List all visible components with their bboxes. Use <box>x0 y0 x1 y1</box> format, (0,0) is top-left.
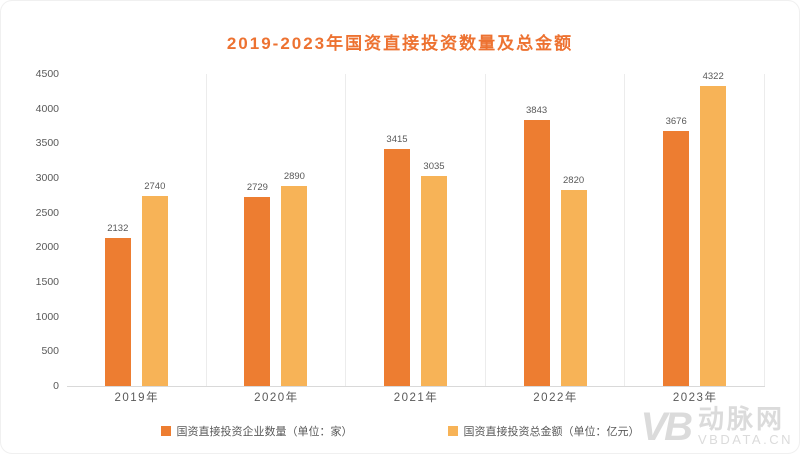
legend: 国资直接投资企业数量（单位：家） 国资直接投资总金额（单位：亿元） <box>1 423 799 439</box>
y-tick-label: 500 <box>41 345 59 358</box>
bar-series2 <box>560 190 587 386</box>
bar-group: 2729 2890 <box>207 74 347 386</box>
y-tick-label: 0 <box>53 380 59 392</box>
bar-series1 <box>104 238 131 386</box>
bar-slot: 3843 <box>523 74 550 386</box>
bar-value-label: 2890 <box>283 170 305 182</box>
bar-value-label: 2729 <box>246 181 268 193</box>
bar-series2 <box>281 185 308 386</box>
y-tick-label: 4500 <box>35 68 59 80</box>
legend-label: 国资直接投资总金额（单位：亿元） <box>463 426 640 438</box>
x-tick-label: 2022年 <box>533 392 578 404</box>
bar-series1 <box>244 196 271 386</box>
bar-value-label: 3415 <box>386 134 408 146</box>
bar-group: 3415 3035 <box>346 74 486 386</box>
bar-slot: 3676 <box>663 74 690 386</box>
bar-series1 <box>523 119 550 386</box>
bar-value-label: 3676 <box>665 116 687 128</box>
chart-title: 2019-2023年国资直接投资数量及总金额 <box>226 34 574 53</box>
bar-slot: 2740 <box>141 74 168 386</box>
y-axis: 0 500 1000 1500 2000 2500 3000 3500 4000 4500 <box>1 68 63 392</box>
y-tick-label: 2000 <box>35 241 59 254</box>
bar-series2 <box>700 86 727 386</box>
bar-slot: 2729 <box>244 74 271 386</box>
x-tick-label: 2019年 <box>114 392 160 404</box>
bar-series1 <box>663 131 690 386</box>
y-tick-label: 4000 <box>35 102 59 115</box>
bar-slot: 2132 <box>104 74 131 386</box>
bar-value-label: 3843 <box>526 104 548 116</box>
y-tick-label: 3000 <box>35 172 59 184</box>
bar-value-label: 2820 <box>563 175 585 187</box>
bar-value-label: 3035 <box>423 160 445 172</box>
bar-pair: 2132 2740 <box>67 74 206 386</box>
bar-value-label: 2132 <box>107 223 129 235</box>
bar-series2 <box>141 196 168 386</box>
legend-label: 国资直接投资企业数量（单位：家） <box>176 426 353 438</box>
x-tick-label: 2023年 <box>672 392 718 404</box>
legend-item-series1: 国资直接投资企业数量（单位：家） <box>160 423 353 439</box>
bar-pair: 3415 3035 <box>346 74 485 386</box>
bar-pair: 3676 4322 <box>625 71 764 386</box>
bar-value-label: 4322 <box>702 71 724 83</box>
y-tick-label: 1000 <box>35 310 59 323</box>
x-tick-label: 2021年 <box>393 392 439 404</box>
plot-area: 2132 2740 2729 2890 3415 3035 3843 2820 3676 4322 <box>67 71 765 387</box>
legend-swatch-icon <box>160 426 171 436</box>
bar-group: 3843 2820 <box>486 74 626 386</box>
bar-pair: 3843 2820 <box>486 74 625 386</box>
bar-group: 2132 2740 <box>67 74 207 386</box>
bar-slot: 2820 <box>560 74 587 386</box>
bar-series1 <box>383 149 410 386</box>
y-tick-label: 2500 <box>35 206 59 219</box>
bar-slot: 2890 <box>281 74 308 386</box>
x-axis-labels: 2019年 2020年 2021年 2022年 2023年 <box>67 389 765 405</box>
bar-slot: 3035 <box>420 74 447 386</box>
bar-group: 3676 4322 <box>625 71 765 386</box>
bar-pair: 2729 2890 <box>207 74 346 386</box>
bar-slot: 4322 <box>700 71 727 386</box>
bar-value-label: 2740 <box>144 181 166 193</box>
y-tick-label: 3500 <box>35 137 59 150</box>
bar-series2 <box>420 175 447 386</box>
x-tick-label: 2020年 <box>254 392 299 404</box>
bar-slot: 3415 <box>383 74 410 386</box>
legend-swatch-icon <box>447 426 458 436</box>
legend-item-series2: 国资直接投资总金额（单位：亿元） <box>447 423 640 439</box>
y-tick-label: 1500 <box>35 276 59 288</box>
